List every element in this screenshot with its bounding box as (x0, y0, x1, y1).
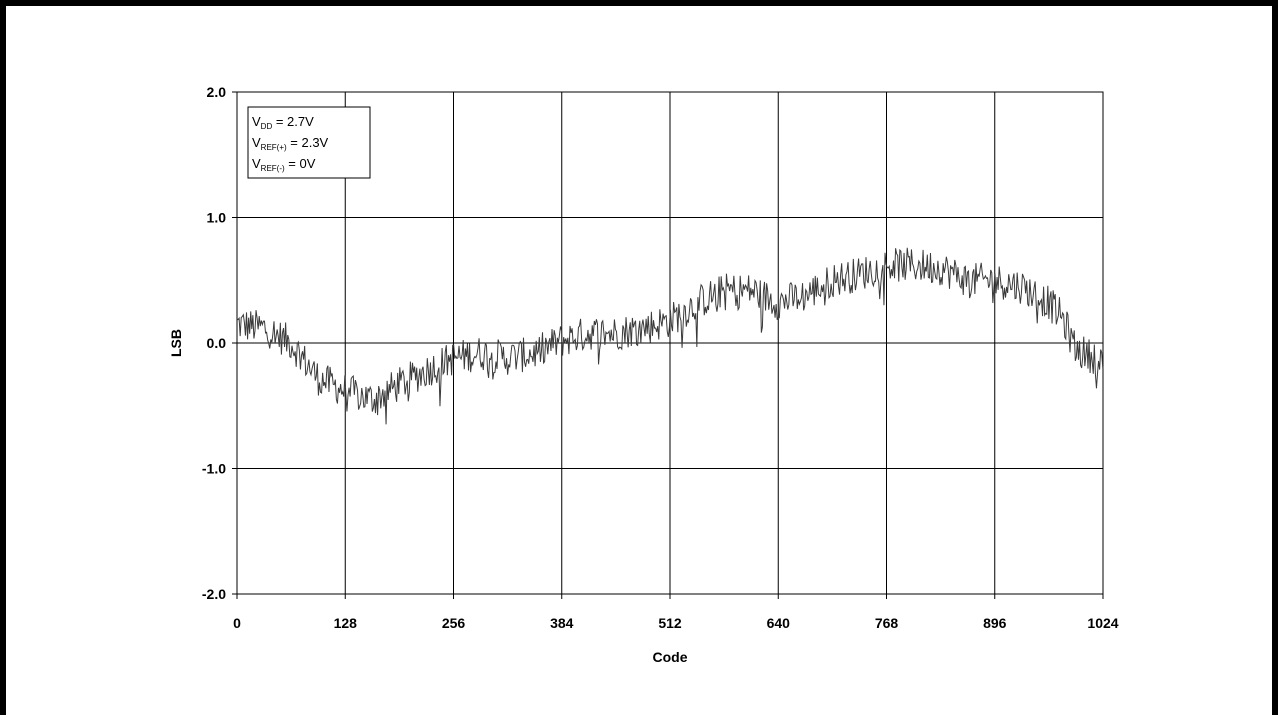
grid-lines (232, 91, 1104, 599)
condition-line-2: VREF(+) = 2.3V (252, 135, 329, 152)
x-tick-label: 640 (767, 615, 791, 631)
x-tick-label: 768 (875, 615, 899, 631)
x-tick-label: 1024 (1087, 615, 1118, 631)
x-tick-label: 256 (442, 615, 466, 631)
conditions-box: VDD = 2.7V VREF(+) = 2.3V VREF(-) = 0V (247, 106, 371, 179)
condition-line-3: VREF(-) = 0V (252, 156, 316, 173)
y-tick-label: 1.0 (207, 210, 227, 226)
x-tick-label: 128 (334, 615, 358, 631)
series-line (236, 247, 1104, 425)
y-tick-label: 0.0 (207, 335, 227, 351)
x-tick-label: 0 (233, 615, 241, 631)
conditions-box-frame (247, 106, 371, 179)
y-tick-label: 2.0 (207, 84, 227, 100)
condition-line-1: VDD = 2.7V (252, 114, 314, 131)
y-tick-label: -2.0 (202, 586, 226, 602)
x-tick-label: 512 (658, 615, 682, 631)
x-tick-label: 384 (550, 615, 574, 631)
x-axis-label: Code (653, 649, 688, 665)
series-layer (236, 247, 1104, 425)
tick-labels: 0 128 256 384 512 640 768 896 1024 2.0 1.0 0.0 -1.0 -… (202, 84, 1119, 631)
y-axis-label: LSB (168, 329, 184, 357)
y-tick-label: -1.0 (202, 461, 226, 477)
x-tick-label: 896 (983, 615, 1007, 631)
